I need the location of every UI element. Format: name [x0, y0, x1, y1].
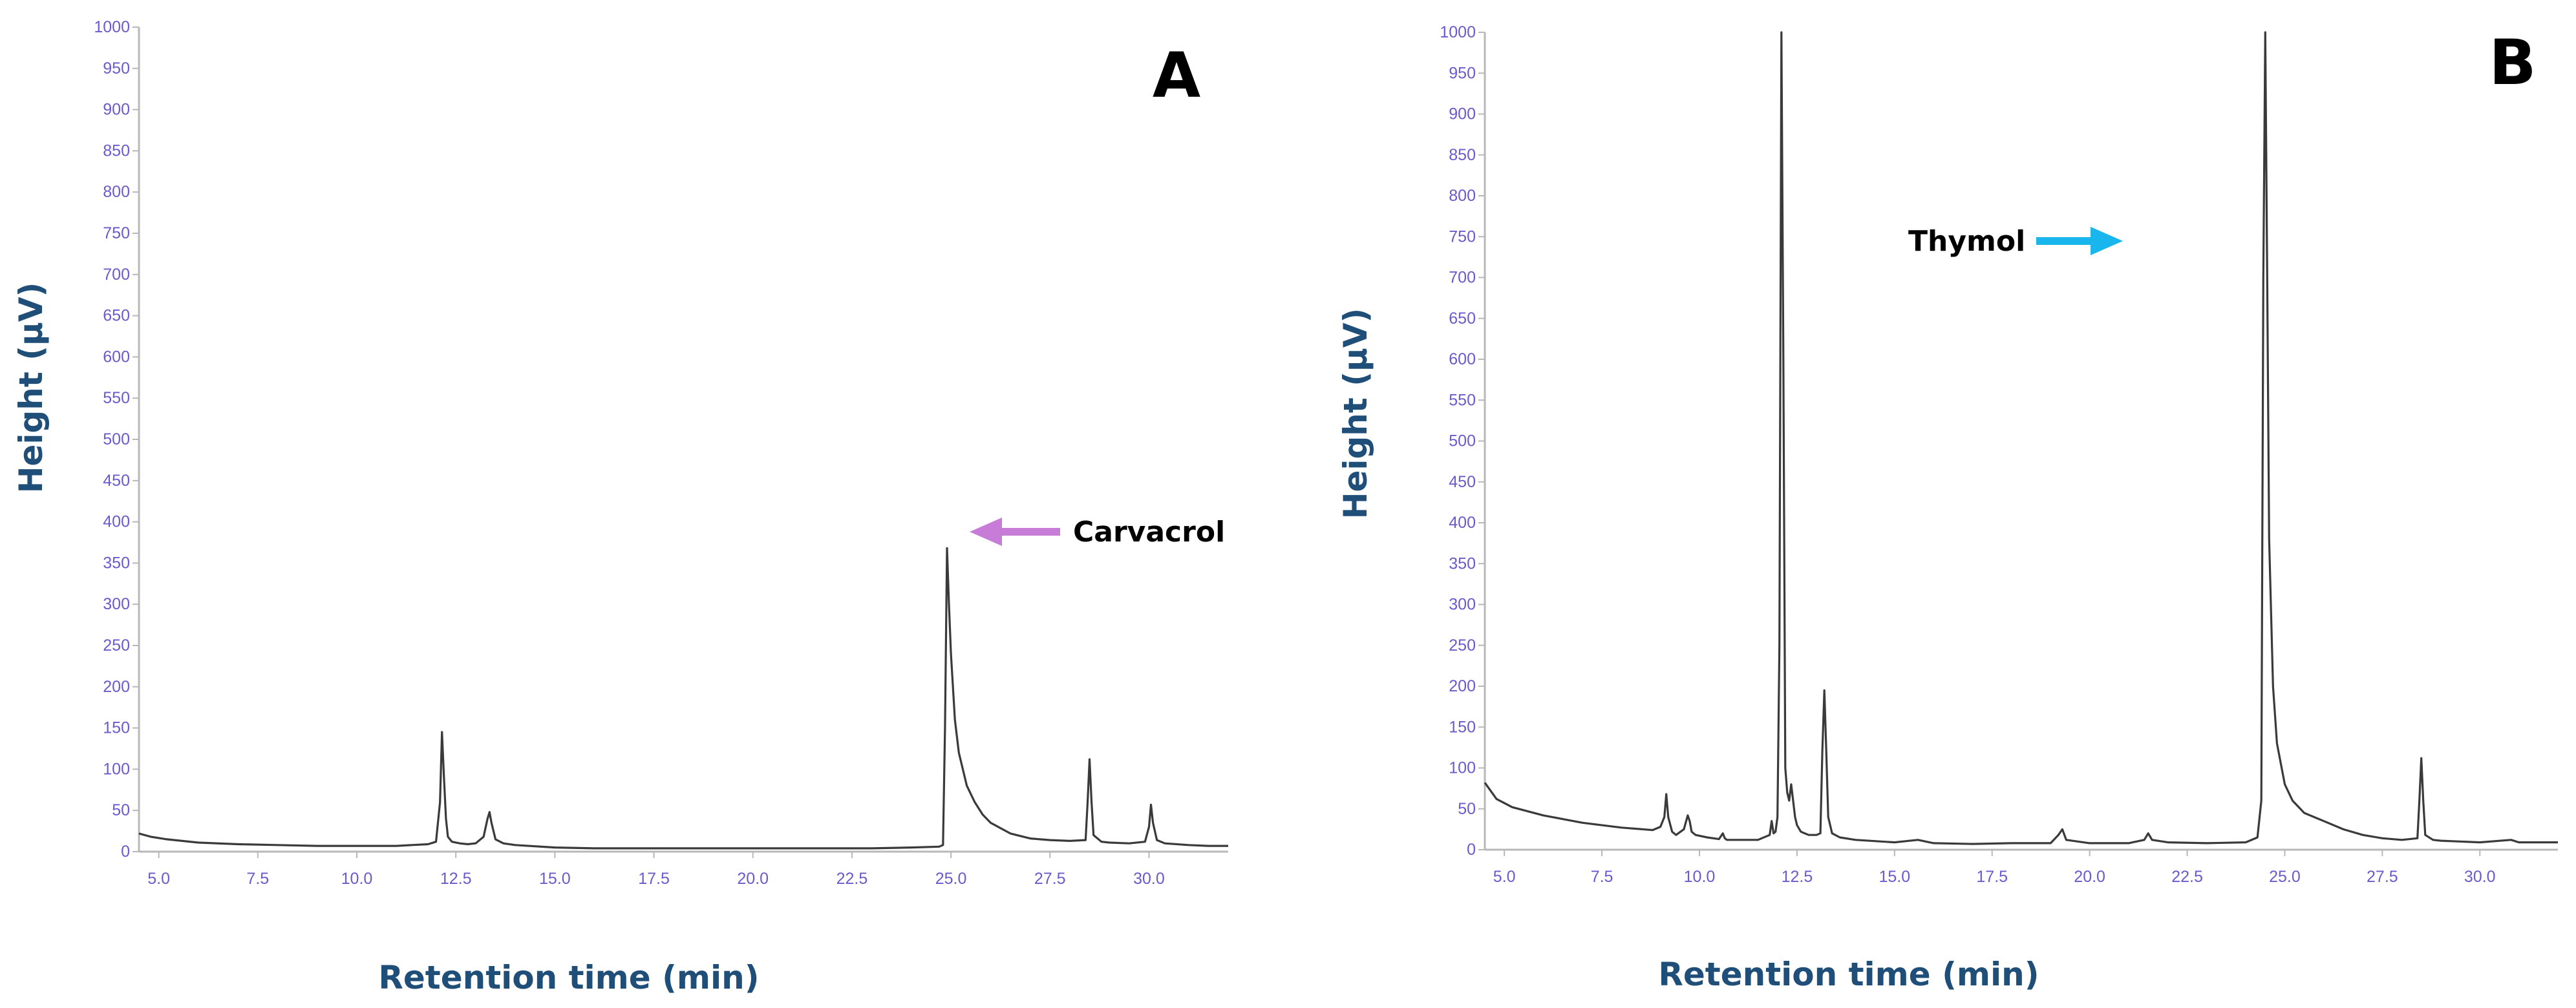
x-tick-label: 17.5 [638, 870, 670, 888]
chromatogram-trace-a [138, 547, 1228, 850]
annotation-arrow-head [2091, 227, 2123, 255]
x-tick-label: 30.0 [2464, 868, 2496, 886]
x-tick-label: 27.5 [1034, 870, 1066, 888]
y-tick-label: 450 [1449, 473, 1476, 491]
y-tick-label: 500 [103, 430, 130, 448]
x-tick-label: 30.0 [1133, 870, 1165, 888]
annotation-arrow-head [970, 518, 1002, 546]
x-tick-label: 20.0 [2074, 868, 2105, 886]
y-tick-label: 900 [1449, 105, 1476, 123]
y-tick-label: 950 [103, 59, 130, 78]
y-tick-label: 0 [1467, 841, 1476, 859]
y-tick-label: 200 [1449, 677, 1476, 695]
y-tick-label: 50 [112, 801, 130, 819]
y-tick-label: 600 [103, 348, 130, 366]
x-tick-label: 15.0 [1879, 868, 1910, 886]
x-tick-label: 7.5 [1591, 868, 1613, 886]
x-ticks-b: 5.0 7.5 10.0 12.5 15.0 17.5 20.0 22.5 25.0 27.5 30… [1493, 850, 2496, 886]
chart-panel-a: 0 50 100 150 200 250 300 350 400 450 500 550 600 650 7… [12, 18, 1228, 996]
y-tick-label: 350 [103, 554, 130, 572]
x-axis-title-a: Retention time (min) [378, 959, 759, 996]
y-tick-label: 200 [103, 678, 130, 696]
annotation-b: Thymol [1908, 225, 2123, 258]
annotation-a: Carvacrol [970, 516, 1225, 549]
y-tick-label: 300 [103, 595, 130, 613]
panel-label-b: B [2489, 26, 2536, 99]
y-ticks-b: 0 50 100 150 200 250 300 350 400 450 500 550 600 650 7… [1440, 23, 1485, 859]
y-tick-label: 550 [103, 389, 130, 407]
y-tick-label: 750 [103, 224, 130, 242]
y-tick-label: 100 [103, 760, 130, 778]
series-a [138, 547, 1228, 850]
annotation-label: Thymol [1908, 225, 2025, 258]
x-tick-label: 17.5 [1976, 868, 2008, 886]
y-ticks-a: 0 50 100 150 200 250 300 350 400 450 500 550 600 650 7… [94, 18, 139, 861]
y-tick-label: 700 [103, 266, 130, 284]
x-axis-title-b: Retention time (min) [1658, 956, 2039, 993]
x-tick-label: 22.5 [836, 870, 868, 888]
chart-panel-b: 0 50 100 150 200 250 300 350 400 450 500 550 600 650 7… [1288, 0, 2576, 1008]
y-tick-label: 250 [1449, 636, 1476, 655]
y-axis-title-b: Height (µV) [1337, 308, 1374, 520]
y-tick-label: 650 [1449, 310, 1476, 328]
y-tick-label: 1000 [94, 18, 130, 36]
y-tick-label: 450 [103, 472, 130, 490]
y-tick-label: 800 [103, 183, 130, 201]
y-tick-label: 250 [103, 636, 130, 655]
y-tick-label: 0 [121, 843, 130, 861]
y-tick-label: 1000 [1440, 23, 1476, 41]
y-tick-label: 500 [1449, 432, 1476, 450]
chromatogram-trace-b [1484, 31, 2558, 845]
y-tick-label: 400 [1449, 514, 1476, 532]
y-tick-label: 950 [1449, 64, 1476, 82]
y-tick-label: 150 [1449, 718, 1476, 736]
x-tick-label: 22.5 [2171, 868, 2203, 886]
x-tick-label: 12.5 [1782, 868, 1813, 886]
y-tick-label: 850 [103, 142, 130, 160]
x-tick-label: 10.0 [1684, 868, 1716, 886]
x-tick-label: 15.0 [539, 870, 571, 888]
y-tick-label: 400 [103, 513, 130, 531]
y-tick-label: 750 [1449, 227, 1476, 246]
y-tick-label: 350 [1449, 554, 1476, 572]
axes-b [1484, 32, 2558, 851]
axes-a [138, 27, 1228, 853]
x-ticks-a: 5.0 7.5 10.0 12.5 15.0 17.5 20.0 22.5 25.0 27.5 30… [147, 852, 1165, 888]
x-tick-label: 20.0 [737, 870, 769, 888]
y-tick-label: 100 [1449, 759, 1476, 777]
y-tick-label: 150 [103, 719, 130, 737]
x-tick-label: 27.5 [2367, 868, 2398, 886]
y-tick-label: 800 [1449, 187, 1476, 205]
panel-label-a: A [1153, 39, 1200, 112]
x-tick-label: 5.0 [147, 870, 170, 888]
y-tick-label: 550 [1449, 391, 1476, 409]
y-axis-title-a: Height (µV) [12, 282, 50, 494]
chromatogram-b-svg: 0 50 100 150 200 250 300 350 400 450 500 550 600 650 7… [1337, 23, 2558, 993]
x-tick-label: 25.0 [935, 870, 967, 888]
chromatogram-a-svg: 0 50 100 150 200 250 300 350 400 450 500 550 600 650 7… [12, 18, 1228, 996]
x-tick-label: 25.0 [2269, 868, 2301, 886]
y-tick-label: 850 [1449, 146, 1476, 164]
annotation-label: Carvacrol [1073, 516, 1225, 549]
y-tick-label: 700 [1449, 269, 1476, 287]
series-b [1484, 31, 2558, 845]
y-tick-label: 50 [1458, 800, 1476, 818]
x-tick-label: 5.0 [1493, 868, 1516, 886]
y-tick-label: 600 [1449, 350, 1476, 368]
y-tick-label: 900 [103, 101, 130, 119]
x-tick-label: 10.0 [341, 870, 373, 888]
y-tick-label: 650 [103, 307, 130, 325]
x-tick-label: 7.5 [246, 870, 269, 888]
x-tick-label: 12.5 [440, 870, 472, 888]
y-tick-label: 300 [1449, 596, 1476, 614]
